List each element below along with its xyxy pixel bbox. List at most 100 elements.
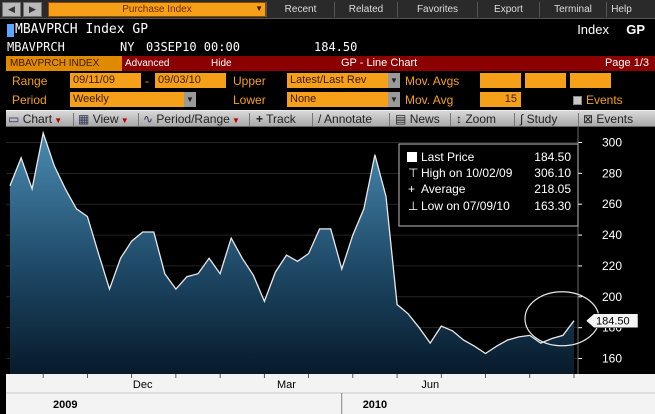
events-button[interactable]: ⊠ Events: [583, 112, 633, 127]
chart-title: GP - Line Chart: [341, 57, 418, 69]
view-menu-button[interactable]: ▦ View ▼: [78, 112, 129, 127]
menu-related[interactable]: Related: [334, 1, 397, 17]
price-area: [10, 133, 574, 374]
legend-box: [398, 143, 579, 227]
forward-button[interactable]: ▶: [23, 1, 42, 17]
legend-low-label: Low on 07/09/10: [421, 199, 510, 213]
toolbar-divider: [514, 113, 515, 126]
menu-export[interactable]: Export: [477, 1, 539, 17]
hide-button[interactable]: Hide: [211, 58, 232, 69]
last-price-marker: 184.50: [585, 313, 639, 328]
price-chart[interactable]: 160180200220240260280300 184.50 DecMarJu…: [6, 127, 655, 414]
legend-average-label: Average: [421, 182, 466, 196]
last-price-tag-label: 184.50: [596, 316, 630, 328]
mov-avg-field-2[interactable]: [525, 73, 566, 88]
toolbar-divider: [450, 113, 451, 126]
annotate-button[interactable]: / Annotate: [318, 112, 372, 127]
security-name: MBAVPRCH: [7, 40, 65, 54]
chevron-down-icon: ▼: [118, 116, 129, 125]
x-year-label: 2009: [53, 399, 77, 411]
chevron-down-icon: ▼: [388, 73, 400, 88]
search-input[interactable]: Purchase Index ▼: [48, 1, 266, 17]
command-text: MBAVPRCH Index GP: [15, 22, 149, 37]
y-tick-label: 240: [602, 228, 622, 242]
upper-select-value: Latest/Last Rev: [290, 74, 367, 86]
grid-icon: ▦: [78, 112, 90, 126]
mov-avg-field-1[interactable]: [480, 73, 521, 88]
y-tick-label: 160: [602, 352, 622, 366]
zoom-label: Zoom: [465, 112, 497, 126]
lower-select[interactable]: None ▼: [287, 92, 400, 107]
chart-icon: ▭: [8, 112, 20, 126]
toolbar-divider: [249, 113, 250, 126]
annotate-label: Annotate: [324, 112, 373, 126]
security-tag[interactable]: MBAVPRCH INDEX: [6, 56, 122, 71]
chevron-down-icon: ▼: [184, 92, 196, 107]
advanced-button[interactable]: Advanced: [125, 58, 170, 69]
toolbar-divider: [73, 113, 74, 126]
chart-title-bar: MBAVPRCH INDEX Advanced Hide GP - Line C…: [6, 56, 655, 71]
events-toolbar-label: Events: [596, 112, 634, 126]
menu-favorites[interactable]: Favorites: [397, 1, 477, 17]
study-icon: ∫: [520, 112, 524, 126]
y-tick-label: 300: [602, 135, 622, 149]
upper-select[interactable]: Latest/Last Rev ▼: [287, 73, 400, 88]
text-cursor: [7, 24, 14, 37]
x-axis-band: [6, 374, 655, 414]
page-indicator: Page 1/3: [604, 57, 649, 69]
chart-menu-button[interactable]: ▭ Chart ▼: [8, 112, 62, 127]
x-tick-label: Jun: [421, 379, 439, 391]
legend-last-price-value: 184.50: [534, 150, 571, 164]
track-button[interactable]: + Track: [256, 112, 296, 127]
forward-arrow-icon: ▶: [29, 3, 36, 14]
wave-icon: ∿: [143, 112, 154, 126]
period-select[interactable]: Weekly ▼: [70, 92, 196, 107]
y-tick-label: 260: [602, 197, 622, 211]
chevron-down-icon: ▼: [388, 92, 400, 107]
menu-help[interactable]: Help: [606, 1, 636, 17]
legend-last-price-label: Last Price: [421, 150, 475, 164]
y-tick-label: 200: [602, 290, 622, 304]
legend-high-label: High on 10/02/09: [421, 166, 513, 180]
security-type-label: Index: [577, 22, 609, 37]
range-start-field[interactable]: 09/11/09: [70, 73, 141, 88]
zoom-button[interactable]: ↕ Zoom: [456, 112, 496, 127]
menu-bar: ◀ ▶ Purchase Index ▼ Recent Related Favo…: [0, 0, 655, 19]
zoom-icon: ↕: [456, 112, 462, 126]
legend-high-value: 306.10: [534, 166, 571, 180]
command-line[interactable]: MBAVPRCH Index GP Index GP: [0, 22, 655, 40]
news-button[interactable]: ▤ News: [395, 112, 440, 127]
x-year-label: 2010: [363, 399, 387, 411]
menu-terminal[interactable]: Terminal: [539, 1, 606, 17]
track-label: Track: [266, 112, 296, 126]
lower-label: Lower: [233, 93, 266, 107]
lower-select-value: None: [290, 93, 317, 105]
quote-line: MBAVPRCH NY 03SEP10 00:00 184.50: [0, 40, 655, 56]
average-marker-icon: +: [408, 182, 415, 196]
legend-low-value: 163.30: [534, 199, 571, 213]
period-range-button[interactable]: ∿ Period/Range ▼: [143, 112, 240, 127]
legend-average-value: 218.05: [534, 182, 571, 196]
news-icon: ▤: [395, 112, 407, 126]
view-menu-label: View: [92, 112, 119, 126]
mov-avg-value-field[interactable]: 15: [480, 92, 521, 107]
mov-avg-label: Mov. Avg: [405, 93, 454, 107]
mov-avg-field-3[interactable]: [570, 73, 611, 88]
function-label: GP: [626, 22, 645, 37]
x-tick-label: Mar: [277, 379, 296, 391]
chevron-down-icon: ▼: [52, 116, 63, 125]
quote-datetime: 03SEP10 00:00: [146, 40, 240, 54]
legend: Last Price 184.50 ⊤ High on 10/02/09 306…: [398, 143, 579, 227]
range-dash: -: [145, 74, 149, 88]
study-label: Study: [526, 112, 558, 126]
menu-recent[interactable]: Recent: [266, 1, 334, 17]
back-button[interactable]: ◀: [2, 1, 21, 17]
y-tick-label: 280: [602, 166, 622, 180]
back-arrow-icon: ◀: [8, 3, 15, 14]
events-icon: ⊠: [583, 112, 594, 126]
toolbar-divider: [312, 113, 313, 126]
study-button[interactable]: ∫ Study: [520, 112, 557, 127]
events-checkbox[interactable]: [573, 96, 582, 105]
toolbar-divider: [138, 113, 139, 126]
range-end-field[interactable]: 09/03/10: [155, 73, 226, 88]
